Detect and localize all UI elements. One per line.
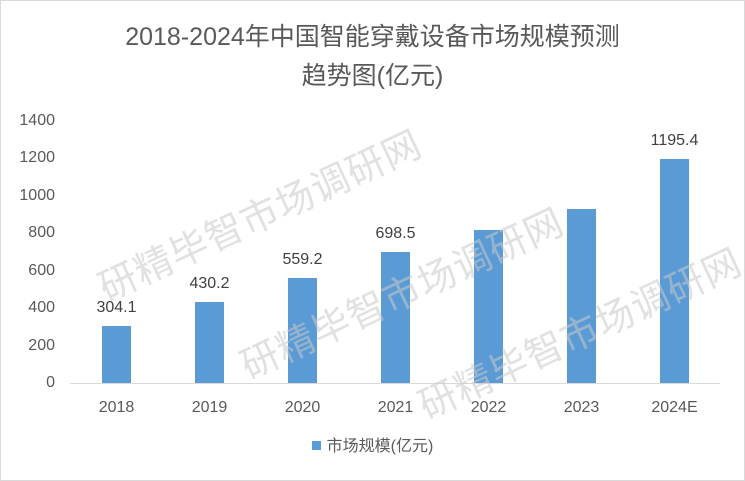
legend: 市场规模(亿元) [0,437,745,457]
data-label: 430.2 [189,275,230,293]
y-tick-label: 0 [46,374,55,391]
data-label: 559.2 [282,251,323,269]
y-tick-label: 800 [28,224,55,242]
data-label: 304.1 [96,299,137,317]
y-tick-label: 1400 [19,112,55,129]
bar [381,252,410,383]
x-tick-label: 2021 [377,399,414,416]
legend-swatch [311,441,321,451]
x-tick-label: 2019 [191,399,228,416]
bar [102,326,131,383]
bar [660,159,689,383]
y-tick-label: 200 [28,336,55,354]
data-label: 1195.4 [650,132,699,150]
y-tick-label: 1000 [19,186,55,204]
chart-title-line-1: 2018-2024年中国智能穿戴设备市场规模预测 [125,23,620,51]
x-tick-label: 2023 [563,399,600,416]
y-tick-label: 400 [28,299,55,317]
chart-title-line-2: 趋势图(亿元) [301,62,444,90]
bar [195,302,224,383]
bar [288,278,317,383]
x-tick-label: 2022 [470,399,507,416]
bar [474,230,503,383]
y-tick-label: 600 [28,261,55,279]
data-label: 698.5 [375,225,416,243]
x-tick-label: 2018 [98,399,135,416]
x-tick-label: 2020 [284,399,321,416]
x-axis-line [70,383,720,384]
y-tick-label: 1200 [19,149,55,167]
legend-label: 市场规模(亿元) [326,438,434,455]
x-tick-label: 2024E [651,399,698,416]
bar [567,208,596,383]
